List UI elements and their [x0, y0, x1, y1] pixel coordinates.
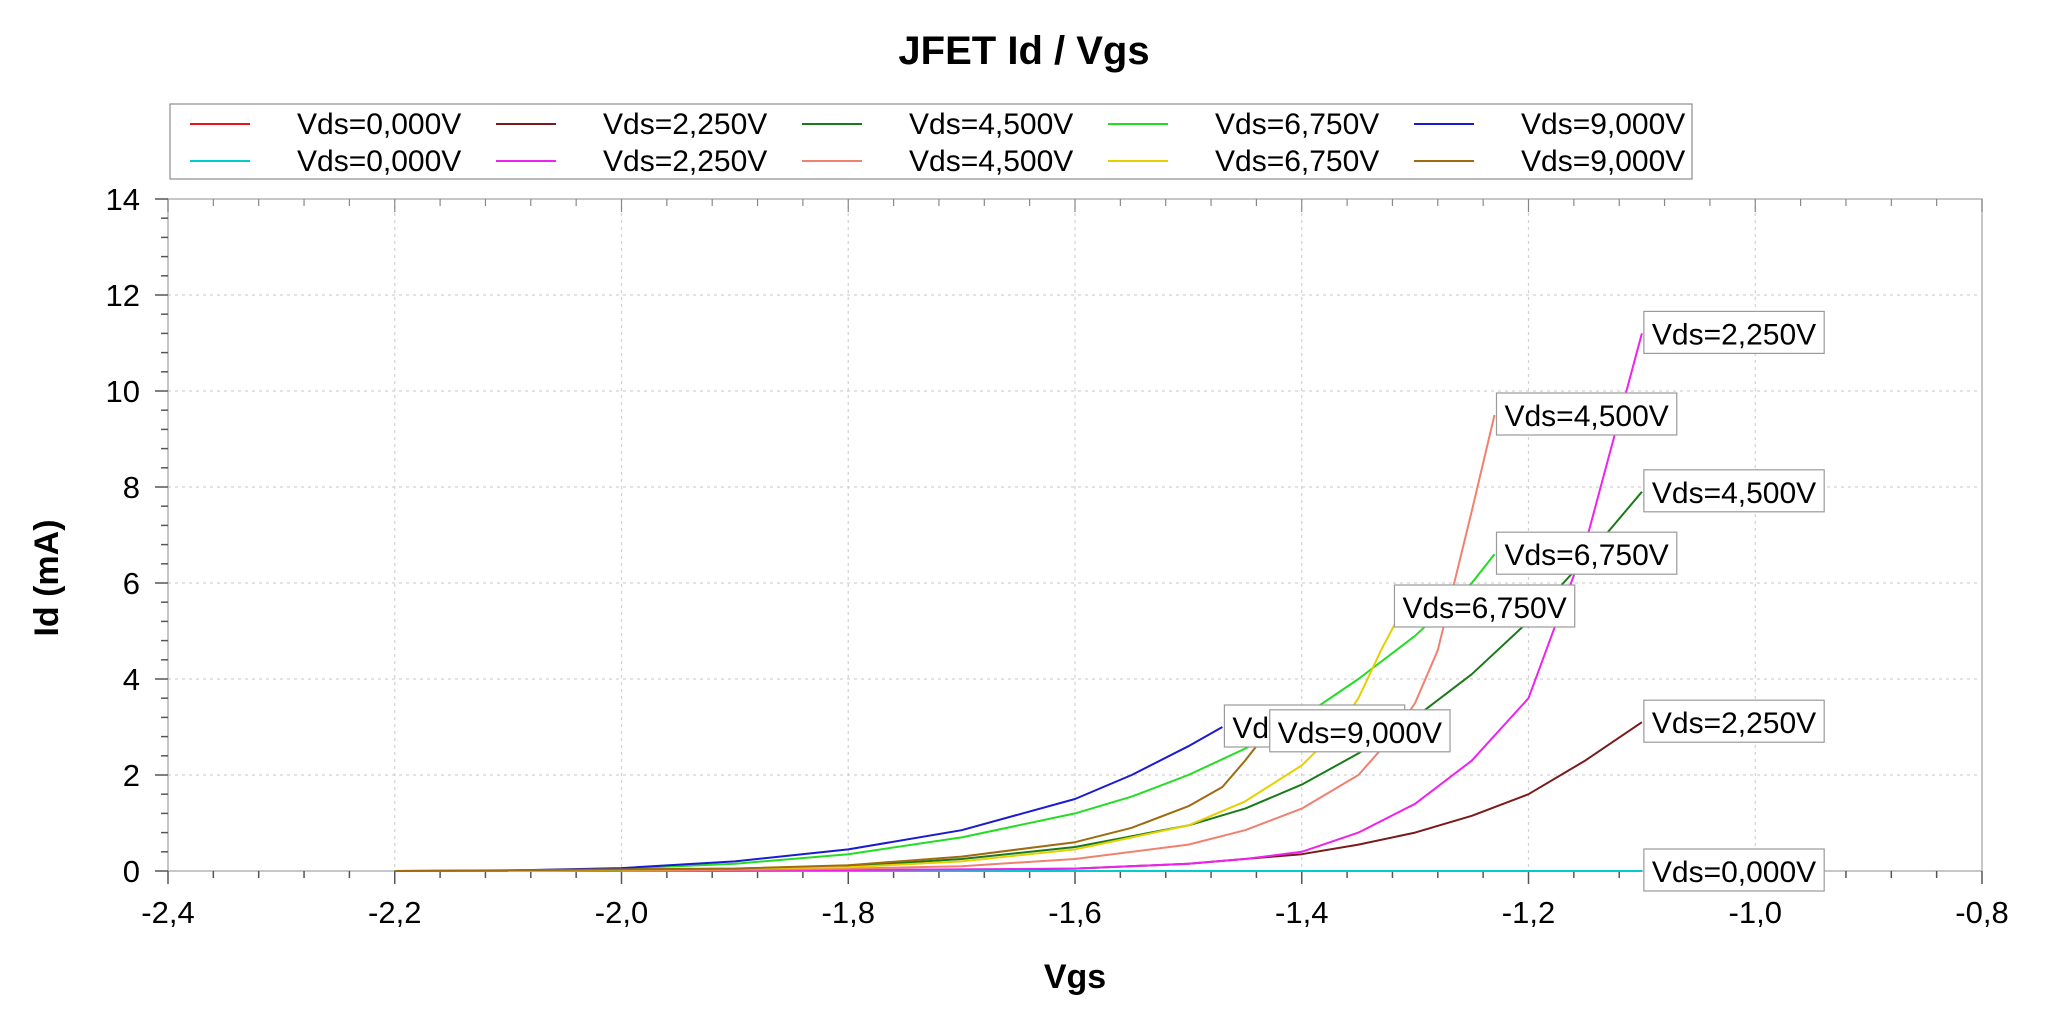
y-tick-label: 0: [123, 854, 140, 889]
annotation-2: Vds=4,500V: [1495, 392, 1678, 436]
x-tick-label: -1,4: [1275, 895, 1328, 930]
annotation-box: [1643, 699, 1825, 743]
legend-box: [169, 103, 1693, 180]
legend-label: Vds=2,250V: [603, 108, 767, 141]
annotation-box: [1643, 310, 1825, 354]
annotation-label: Vds=6,750V: [1504, 539, 1668, 572]
y-tick-label: 2: [123, 758, 140, 793]
x-tick-label: -1,8: [822, 895, 875, 930]
x-tick-label: -1,0: [1729, 895, 1782, 930]
annotation-label: Vds=4,500V: [1652, 477, 1816, 510]
x-tick-label: -2,2: [368, 895, 421, 930]
annotation-9: Vds=0,000V: [1643, 848, 1825, 892]
legend-label: Vds=6,750V: [1215, 145, 1379, 178]
plot-area: -2,4 -2,2 -2,0 -1,8 -1,6 -1,4 -1,2 -1,0 -0,8 0 2 4 6…: [106, 182, 2009, 930]
x-tick-label: -1,6: [1048, 895, 1101, 930]
legend-label: Vds=2,250V: [603, 145, 767, 178]
y-tick-label: 8: [123, 470, 140, 505]
annotation-4: Vds=6,750V: [1495, 531, 1678, 575]
y-tick-label: 10: [106, 374, 140, 409]
series-line-5: [394, 726, 1223, 872]
annotation-box: [1269, 709, 1451, 753]
annotation-label: Vds=2,250V: [1652, 707, 1816, 740]
legend-label: Vds=9,000V: [1521, 145, 1685, 178]
annotation-label: Vds=0,000V: [1652, 856, 1816, 889]
annotation-label: Vds=2,250V: [1652, 318, 1816, 351]
annotation-5: Vds=6,750V: [1393, 584, 1576, 628]
x-tick-label: -2,0: [595, 895, 648, 930]
chart-title: JFET Id / Vgs: [898, 29, 1149, 73]
annotation-1: Vds=2,250V: [1643, 310, 1825, 354]
annotation-8: Vds=2,250V: [1643, 699, 1825, 743]
y-tick-label: 14: [106, 182, 140, 217]
series-line-8: [621, 414, 1496, 872]
x-tick-label: -2,4: [141, 895, 194, 930]
series-line-3: [508, 491, 1643, 872]
x-tick-label: -1,2: [1502, 895, 1555, 930]
annotation-box: [1643, 469, 1825, 513]
series-line-7: [621, 333, 1643, 872]
annotation-box: [1393, 584, 1576, 628]
series-line-4: [508, 553, 1496, 872]
legend-label: Vds=0,000V: [297, 145, 461, 178]
legend-label: Vds=9,000V: [1521, 108, 1685, 141]
legend-label: Vds=4,500V: [909, 145, 1073, 178]
annotation-label: Vds=9,000V: [1278, 717, 1442, 750]
annotation-box: [1643, 848, 1825, 892]
y-tick-label: 6: [123, 566, 140, 601]
annotation-label: Vds=6,750V: [1402, 592, 1566, 625]
legend-label: Vds=4,500V: [909, 108, 1073, 141]
x-axis-title: Vgs: [1044, 958, 1106, 996]
legend-label: Vds=0,000V: [297, 108, 461, 141]
annotation-label: Vds=4,500V: [1504, 400, 1668, 433]
x-tick-label: -0,8: [1955, 895, 2008, 930]
annotation-7: Vds=9,000V: [1269, 709, 1451, 753]
legend-label: Vds=6,750V: [1215, 108, 1379, 141]
annotation-3: Vds=4,500V: [1643, 469, 1825, 513]
legend: Vds=0,000V Vds=2,250V Vds=4,500V Vds=6,750V…: [169, 103, 1693, 180]
annotation-box: [1495, 531, 1678, 575]
y-axis-title: Id (mA): [28, 519, 66, 636]
y-tick-label: 4: [123, 662, 140, 697]
series-line-9: [508, 606, 1405, 872]
series-line-10: [394, 731, 1269, 872]
annotation-box: [1495, 392, 1678, 436]
y-tick-label: 12: [106, 278, 140, 313]
